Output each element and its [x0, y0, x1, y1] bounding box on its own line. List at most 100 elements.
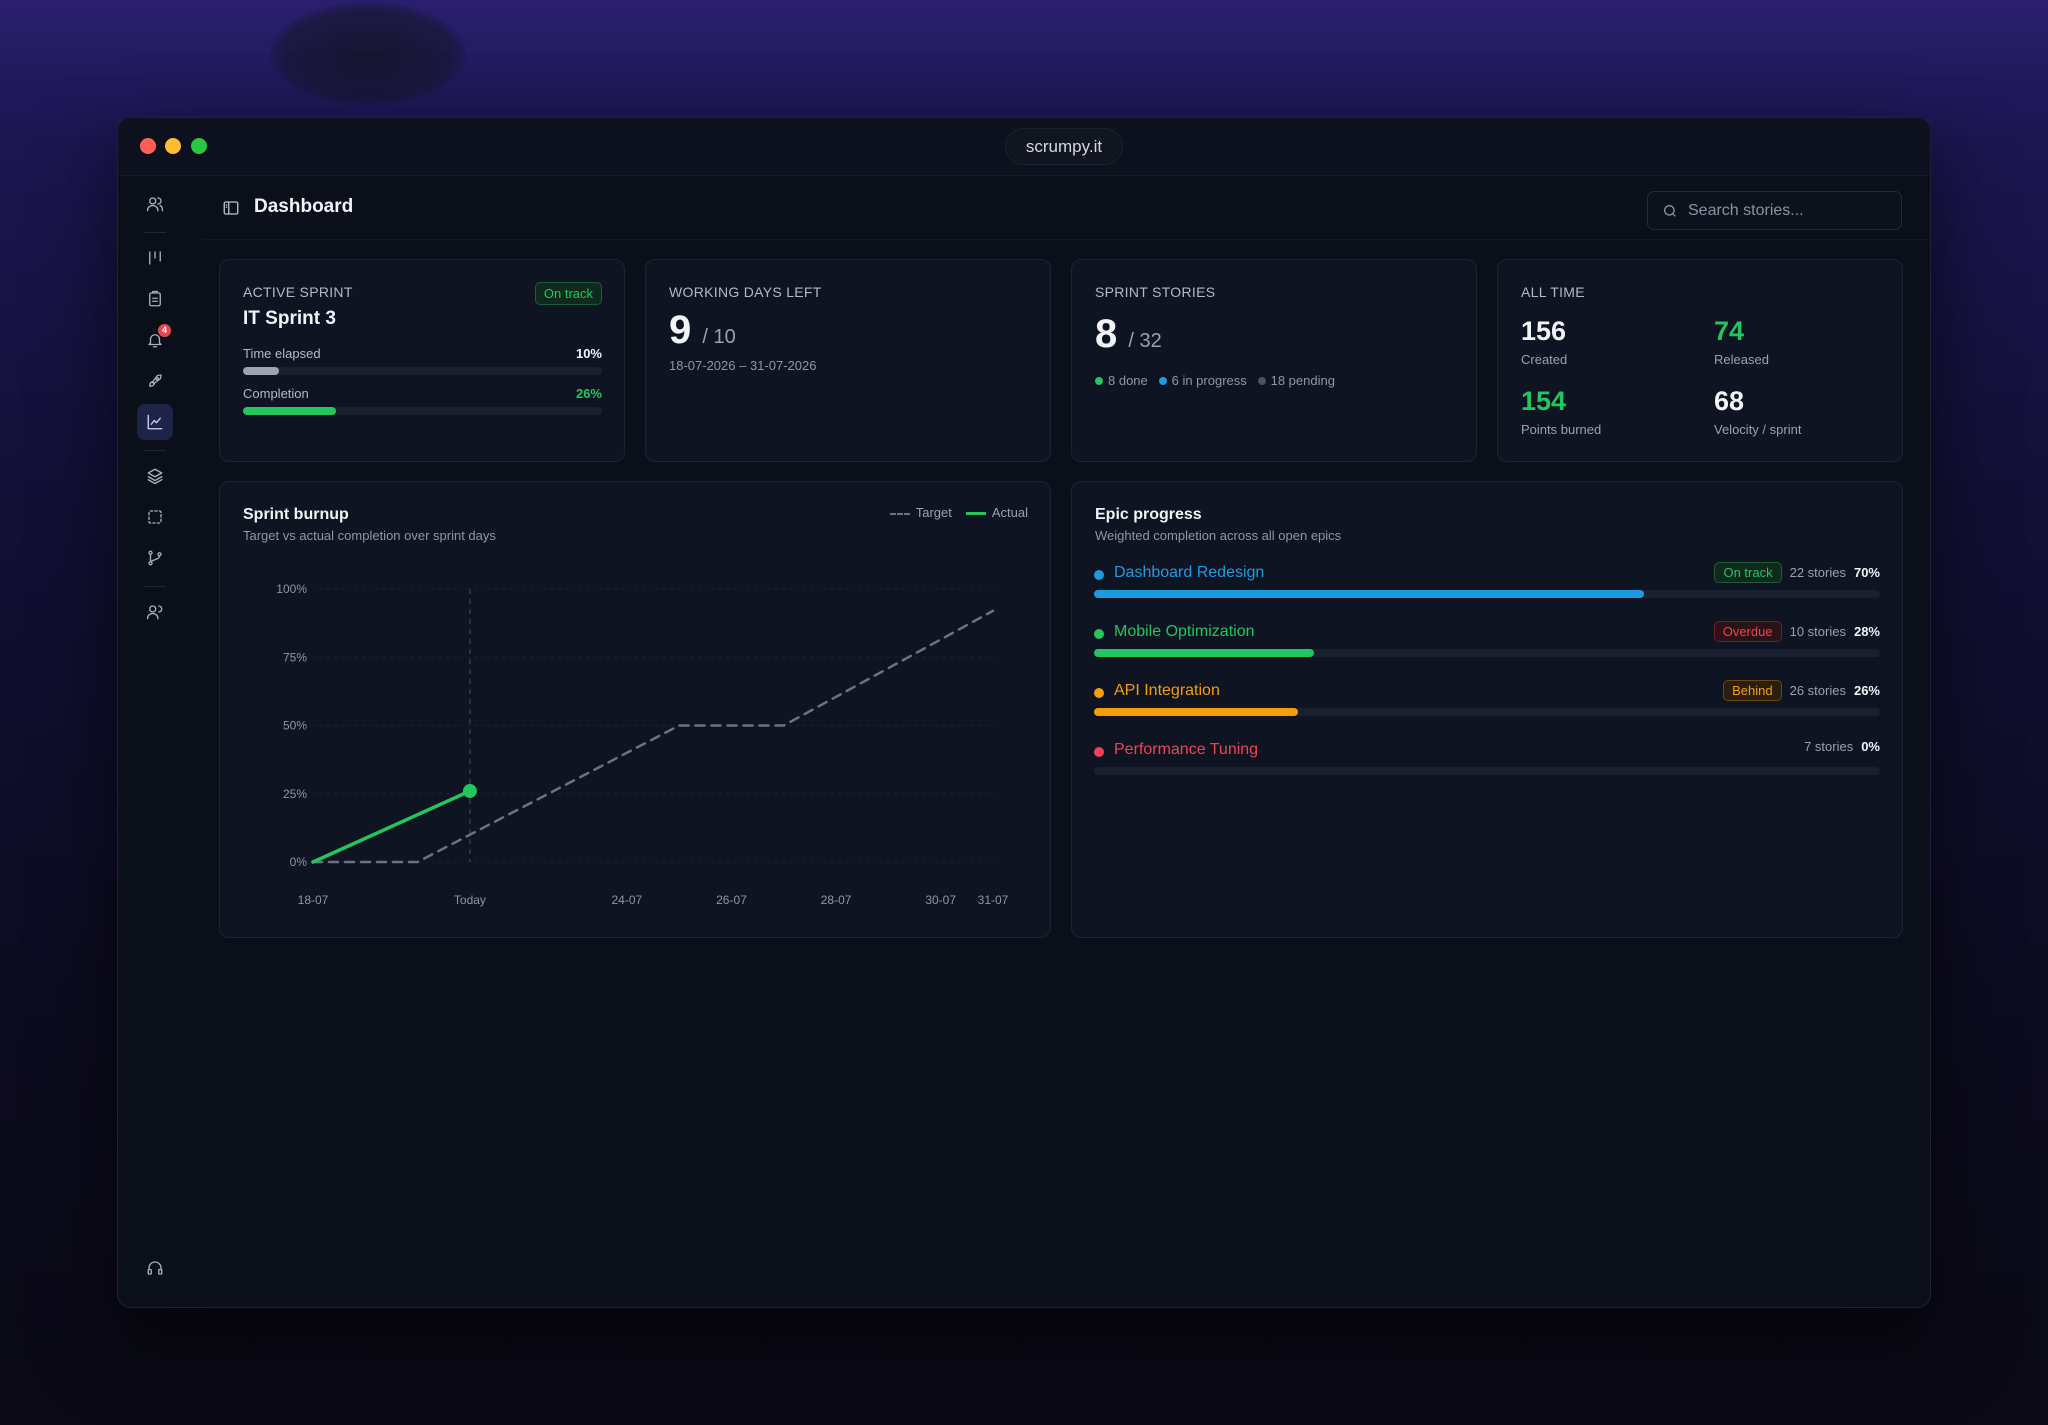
chart-legend: Target Actual: [889, 505, 1028, 520]
epic-progress-bar: [1094, 708, 1880, 716]
x-tick-label: 31-07: [978, 893, 1009, 907]
stories-value: 8 / 32: [1095, 312, 1162, 357]
stories-total: / 32: [1128, 330, 1162, 352]
clipboard-icon[interactable]: [137, 281, 173, 317]
working-days-card[interactable]: WORKING DAYS LEFT 9 / 10 18-07-2026 – 31…: [645, 259, 1051, 462]
epic-row[interactable]: Dashboard Redesign On track 22 stories 70%: [1094, 562, 1880, 606]
legend-actual: Actual: [965, 505, 1028, 520]
bell-icon[interactable]: 4: [137, 322, 173, 358]
stories-breakdown: 8 done 6 in progress 18 pending: [1095, 373, 1335, 388]
released-label: Released: [1714, 352, 1769, 367]
close-window-button[interactable]: [140, 138, 156, 154]
background-blob: [270, 2, 466, 106]
maximize-window-button[interactable]: [191, 138, 207, 154]
x-tick-label: 26-07: [716, 893, 747, 907]
sprint-burnup-card: 100% 75% 50% 25% 0% 18-07 Today 24-07 26-07 28-07…: [219, 481, 1051, 938]
sidebar-divider: [144, 232, 166, 233]
done-dot: [1095, 377, 1103, 385]
epic-dot: [1094, 747, 1104, 757]
headset-icon[interactable]: [137, 1250, 173, 1286]
sidebar: 4 AD: [118, 176, 202, 1307]
top-bar: Dashboard: [202, 176, 1930, 240]
velocity-value: 68: [1714, 386, 1745, 416]
epic-progress-bar: [1094, 590, 1880, 598]
card-label: ACTIVE SPRINT: [243, 284, 353, 300]
epic-status-badge: On track: [1714, 562, 1782, 583]
all-time-card[interactable]: ALL TIME 156 Created 74 Released 154 Poi…: [1497, 259, 1903, 462]
y-tick-label: 100%: [276, 582, 307, 596]
minimize-window-button[interactable]: [165, 138, 181, 154]
epic-row[interactable]: API Integration Behind 26 stories 26%: [1094, 680, 1880, 724]
series-line-target: [311, 609, 995, 864]
date-range: 18-07-2026 – 31-07-2026: [669, 358, 817, 373]
x-tick-label: 24-07: [611, 893, 642, 907]
selection-icon[interactable]: [137, 499, 173, 535]
burnup-chart: 100% 75% 50% 25% 0% 18-07 Today 24-07 26-07 28-07…: [276, 582, 1009, 907]
card-label: SPRINT STORIES: [1095, 284, 1216, 300]
epic-name[interactable]: Dashboard Redesign: [1114, 564, 1265, 581]
days-total: / 10: [702, 326, 736, 348]
sidebar-divider: [144, 450, 166, 451]
epic-name[interactable]: API Integration: [1114, 682, 1220, 699]
epic-row[interactable]: Mobile Optimization Overdue 10 stories 28%: [1094, 621, 1880, 665]
series-line-actual: [311, 789, 472, 864]
epic-percent: 70%: [1853, 565, 1880, 580]
epic-name[interactable]: Mobile Optimization: [1114, 623, 1255, 640]
epic-stories: 26 stories: [1789, 683, 1846, 698]
legend-actual-swatch: [965, 512, 986, 516]
done-label: 8 done: [1108, 373, 1148, 388]
epic-row[interactable]: Performance Tuning 7 stories 0%: [1094, 739, 1880, 783]
pending-label: 18 pending: [1270, 373, 1335, 388]
notification-badge: 4: [158, 324, 171, 337]
chart-icon[interactable]: [137, 404, 173, 440]
layers-icon[interactable]: [137, 458, 173, 494]
epic-percent: 28%: [1853, 624, 1880, 639]
card-label: ALL TIME: [1521, 284, 1585, 300]
created-value: 156: [1521, 316, 1567, 346]
epic-progress-fill: [1094, 708, 1299, 716]
epic-name[interactable]: Performance Tuning: [1114, 741, 1259, 758]
y-tick-label: 0%: [290, 855, 308, 869]
time-elapsed-label: Time elapsed: [243, 346, 321, 361]
epic-status-badge: Behind: [1723, 680, 1782, 701]
epic-dot: [1094, 570, 1104, 580]
x-tick-label: 28-07: [821, 893, 852, 907]
board-icon[interactable]: [137, 240, 173, 276]
x-tick-label: 30-07: [925, 893, 956, 907]
epic-title: Epic progress: [1095, 506, 1202, 523]
epic-meta: Behind 26 stories 26%: [1723, 680, 1880, 701]
pending-dot: [1257, 377, 1266, 385]
epic-stories: 10 stories: [1789, 624, 1846, 639]
users-icon[interactable]: [137, 186, 173, 222]
stories-done-count: 8: [1095, 312, 1118, 356]
search-box[interactable]: [1647, 191, 1902, 230]
epic-progress-bar: [1094, 649, 1880, 657]
sprint-name: IT Sprint 3: [243, 308, 336, 329]
status-badge: On track: [534, 282, 602, 305]
active-sprint-card[interactable]: ACTIVE SPRINT On track IT Sprint 3 Time …: [219, 259, 625, 462]
working-days-value: 9 / 10: [669, 308, 736, 353]
rocket-icon[interactable]: [137, 363, 173, 399]
epic-percent: 0%: [1861, 739, 1880, 754]
epic-meta: On track 22 stories 70%: [1714, 562, 1880, 583]
completion-value: 26%: [575, 386, 602, 401]
branch-icon[interactable]: [137, 540, 173, 576]
time-elapsed-fill: [243, 367, 279, 375]
epic-percent: 26%: [1853, 683, 1880, 698]
epic-dot: [1094, 688, 1104, 698]
search-input[interactable]: [1688, 192, 1888, 229]
y-tick-label: 25%: [283, 787, 307, 801]
team-icon[interactable]: [137, 594, 173, 630]
sprint-stories-card[interactable]: SPRINT STORIES 8 / 32 8 done 6 in progre…: [1071, 259, 1477, 462]
sidebar-toggle-icon[interactable]: [222, 199, 240, 217]
url-bar[interactable]: scrumpy.it: [1005, 128, 1123, 165]
in-progress-dot: [1158, 377, 1167, 385]
epic-meta: 7 stories 0%: [1804, 739, 1880, 754]
time-elapsed-value: 10%: [575, 346, 602, 361]
legend-target-swatch: [889, 512, 910, 515]
completion-label: Completion: [243, 386, 309, 401]
search-icon: [1664, 205, 1676, 217]
series-point-actual: [462, 784, 477, 799]
released-value: 74: [1714, 316, 1745, 346]
epic-progress-fill: [1094, 590, 1645, 598]
